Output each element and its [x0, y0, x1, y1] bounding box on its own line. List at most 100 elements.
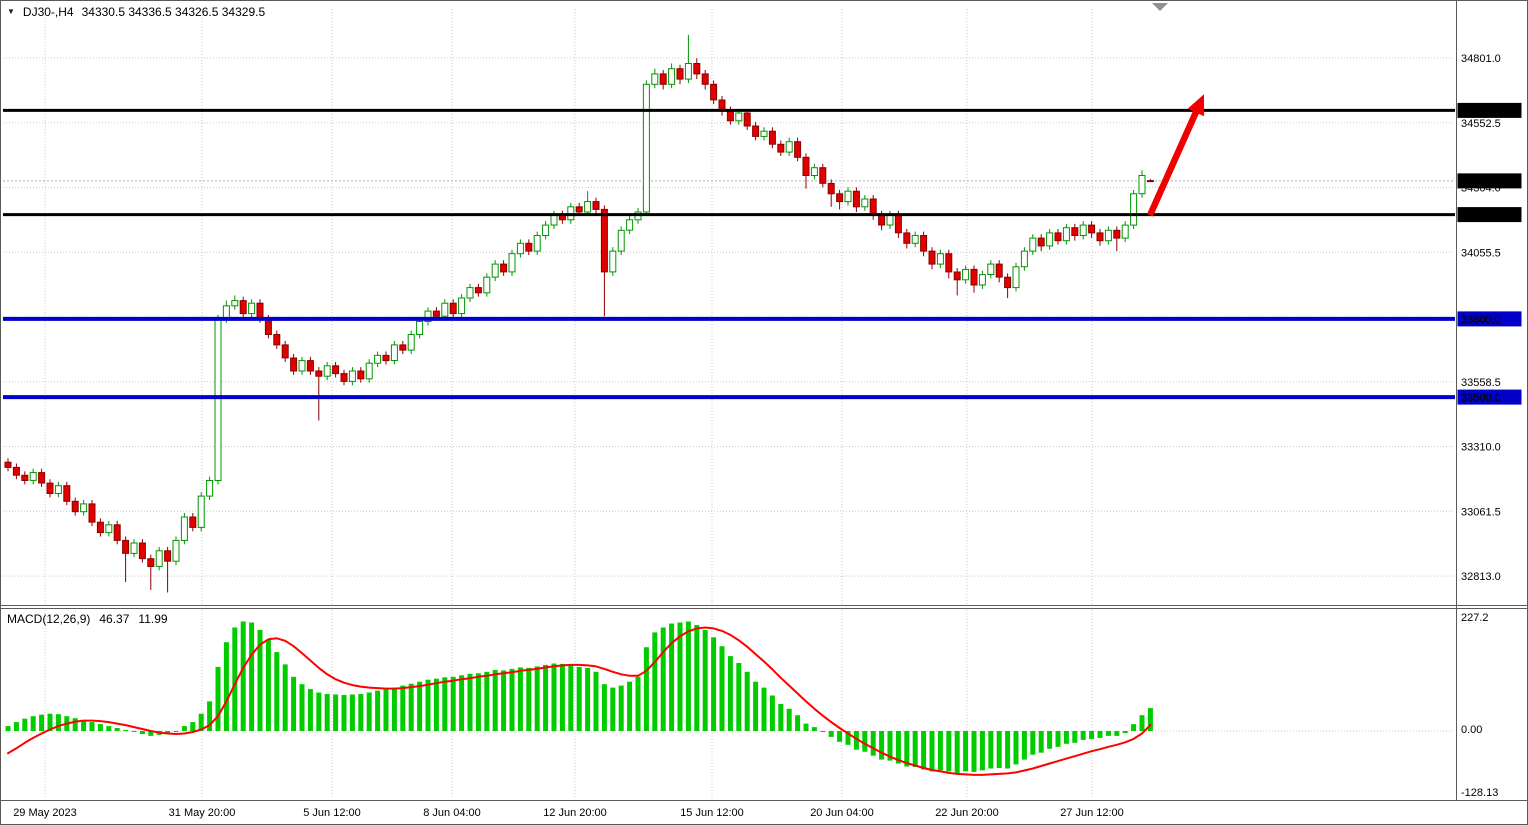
macd-histogram-bar [971, 731, 977, 772]
candle-body [609, 250, 617, 273]
candle-body [306, 360, 314, 372]
candle-body [189, 516, 197, 528]
macd-histogram-bar [837, 731, 843, 742]
macd-histogram-bar [761, 687, 767, 731]
price-tick-label: 34801.0 [1461, 53, 1501, 65]
price-tick-label: 33061.5 [1461, 506, 1501, 518]
candle-body [1088, 224, 1096, 234]
candle-body [953, 271, 961, 281]
macd-histogram-bar [979, 731, 985, 771]
macd-histogram-bar [727, 656, 733, 731]
macd-histogram-bar [417, 681, 423, 731]
macd-histogram-bar [299, 684, 305, 731]
macd-histogram-bar [845, 731, 851, 745]
symbol-marker-icon[interactable]: ▼ [7, 7, 15, 16]
candle-body [962, 268, 970, 281]
macd-histogram-bar [879, 731, 885, 760]
candle-body [861, 198, 869, 208]
candle-body [936, 253, 944, 265]
candle-body [735, 112, 743, 122]
macd-histogram-bar [1131, 724, 1137, 731]
candle-body [155, 550, 163, 567]
macd-histogram-bar [1097, 731, 1103, 738]
macd-histogram-bar [274, 652, 280, 731]
macd-histogram-bar [139, 731, 145, 734]
candle-body [693, 63, 701, 75]
price-tag [1457, 207, 1522, 223]
candle-body [743, 112, 751, 127]
macd-histogram-bar [375, 690, 381, 731]
price-tick-label: 34552.5 [1461, 118, 1501, 130]
macd-histogram-bar [89, 722, 95, 731]
candle-body [844, 190, 852, 203]
candle-body [575, 206, 583, 213]
candle-body [46, 482, 54, 495]
macd-histogram-bar [333, 694, 339, 731]
candle-body [172, 539, 180, 562]
macd-histogram-bar [1047, 731, 1053, 749]
candle-body [80, 503, 88, 513]
macd-histogram-bar [694, 625, 700, 731]
trend-arrow-shaft[interactable] [1147, 103, 1203, 217]
macd-histogram-bar [1021, 731, 1027, 760]
candle-body [592, 201, 600, 210]
macd-histogram-bar [1147, 708, 1153, 731]
candle-body [340, 373, 348, 382]
candle-body [1138, 175, 1146, 195]
macd-histogram-bar [39, 714, 45, 731]
macd-histogram-bar [526, 667, 532, 731]
macd-histogram-bar [1105, 731, 1111, 736]
macd-histogram-bar [828, 731, 834, 737]
macd-histogram-bar [963, 731, 969, 772]
candle-body [332, 365, 340, 375]
candle-body [105, 524, 113, 534]
symbol-period-label: DJ30-,H4 [22, 5, 74, 19]
candle-body [970, 268, 978, 286]
candle-body [491, 263, 499, 278]
macd-histogram-bar [929, 731, 935, 772]
time-axis-label: 29 May 2023 [13, 807, 77, 819]
candle-body [651, 73, 659, 85]
macd-histogram-bar [509, 668, 515, 731]
chart-shift-marker-icon[interactable] [1152, 3, 1168, 11]
candle-body [836, 193, 844, 203]
macd-histogram-bar [433, 678, 439, 731]
macd-histogram-bar [1055, 731, 1061, 747]
candle-body [987, 263, 995, 276]
macd-histogram-bar [425, 679, 431, 731]
macd-histogram-bar [576, 666, 582, 731]
trend-arrow-head[interactable] [1187, 94, 1205, 117]
candle-body [54, 485, 62, 495]
candle-body [88, 503, 96, 523]
candle-body [508, 253, 516, 273]
price-tag-label: 33500.0 [1461, 392, 1501, 404]
candle-body [298, 360, 306, 372]
candle-body [911, 235, 919, 244]
price-chart-plot-area[interactable] [3, 9, 1455, 604]
macd-histogram-bar [921, 731, 927, 770]
macd-histogram-bar [660, 627, 666, 731]
macd-histogram-bar [887, 731, 893, 761]
macd-histogram-bar [249, 622, 255, 731]
macd-histogram-bar [1080, 731, 1086, 740]
price-scale[interactable] [1457, 1, 1527, 800]
time-axis-label: 20 Jun 04:00 [810, 807, 874, 819]
price-tag [1457, 173, 1522, 189]
candle-body [1079, 224, 1087, 237]
macd-scale-min-label: -128.13 [1461, 787, 1499, 799]
candle-body [500, 263, 508, 273]
macd-histogram-bar [1038, 731, 1044, 753]
candle-body [197, 495, 205, 528]
candle-body [1046, 232, 1054, 247]
candle-body [130, 542, 138, 554]
candle-body [1113, 229, 1121, 239]
candle-body [516, 242, 524, 255]
time-scale[interactable] [1, 801, 1456, 824]
candle-body [752, 125, 760, 137]
macd-histogram-bar [72, 718, 78, 731]
macd-histogram-bar [349, 694, 355, 731]
macd-histogram-bar [207, 701, 213, 731]
macd-histogram-bar [568, 664, 574, 731]
macd-plot-area[interactable] [3, 610, 1455, 799]
